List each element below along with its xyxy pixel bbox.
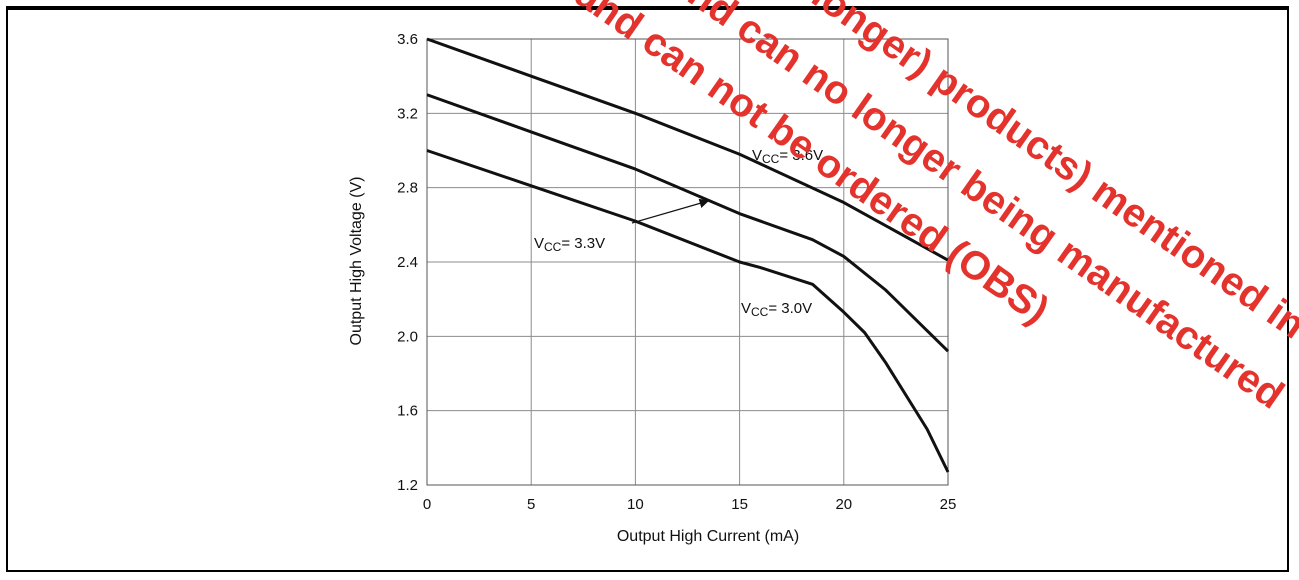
watermark-line: and can no longer being manufactured bbox=[662, 0, 1292, 418]
tick-labels: 0 5 10 15 20 25 1.2 1.6 2.0 2.4 2.8 3.2 3.6 bbox=[397, 31, 956, 513]
plot-area-border bbox=[426, 38, 949, 486]
y-tick-label: 1.6 bbox=[397, 403, 418, 420]
y-tick-label: 1.2 bbox=[397, 477, 418, 494]
annotation-arrow bbox=[631, 198, 710, 224]
x-tick-label: 10 bbox=[627, 496, 644, 513]
y-tick-label: 2.4 bbox=[397, 254, 418, 271]
series-line-1 bbox=[426, 37, 949, 262]
y-tick-label: 3.2 bbox=[397, 105, 418, 122]
series-line-2 bbox=[426, 93, 950, 353]
x-tick-label: 0 bbox=[423, 496, 431, 513]
x-tick-label: 20 bbox=[835, 496, 852, 513]
series-line-3 bbox=[426, 149, 950, 473]
series-lines bbox=[426, 37, 950, 473]
series-annotation: VCC= 3.6V bbox=[752, 147, 823, 166]
grid bbox=[426, 38, 949, 486]
y-tick-label: 2.0 bbox=[397, 328, 418, 345]
chart-frame bbox=[6, 6, 1289, 572]
x-tick-label: 5 bbox=[527, 496, 535, 513]
y-axis-label: Output High Voltage (V) bbox=[348, 177, 365, 346]
x-tick-label: 25 bbox=[940, 496, 957, 513]
x-axis-label: Output High Current (mA) bbox=[617, 528, 799, 545]
y-tick-label: 3.6 bbox=[397, 31, 418, 48]
x-tick-label: 15 bbox=[731, 496, 748, 513]
annotations: VCC= 3.6V VCC= 3.3V VCC= 3.0V bbox=[534, 147, 823, 319]
series-annotation: VCC= 3.3V bbox=[534, 235, 605, 254]
series-annotation: VCC= 3.0V bbox=[741, 300, 812, 319]
watermark: (or longer) products) mentioned in thisa… bbox=[567, 0, 1299, 418]
y-tick-label: 2.8 bbox=[397, 180, 418, 197]
